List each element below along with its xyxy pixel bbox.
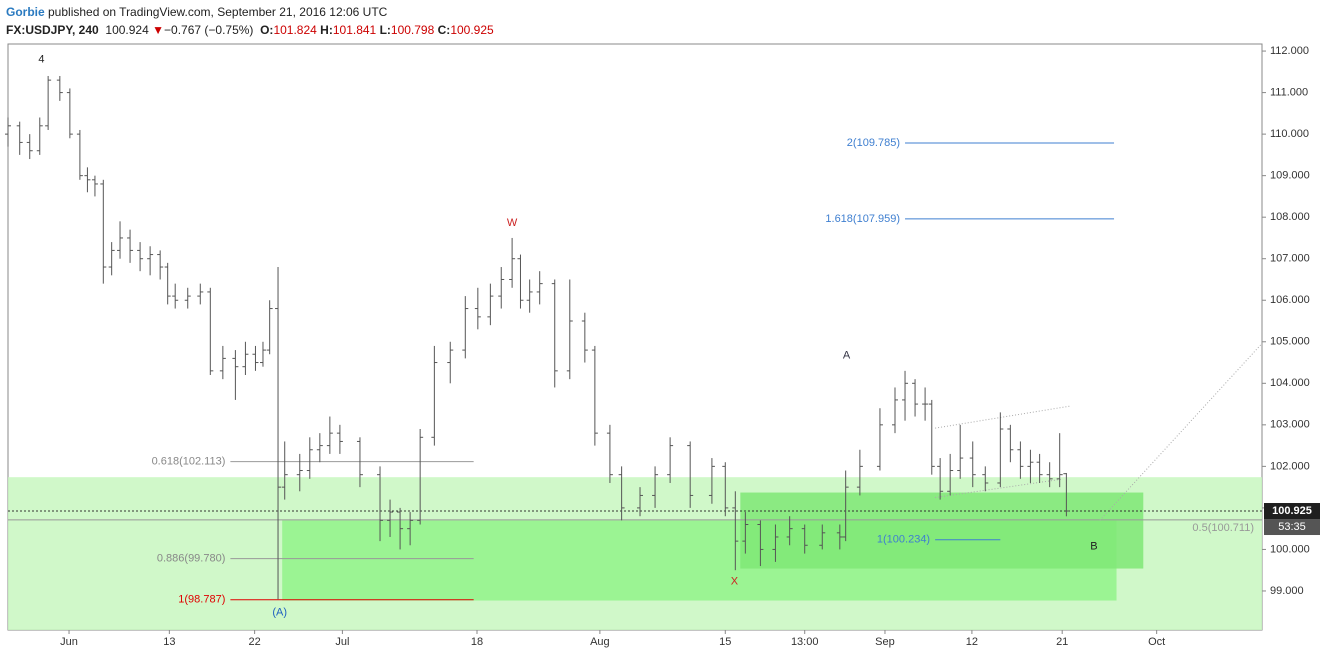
header: Gorbie published on TradingView.com, Sep… (6, 3, 494, 39)
arrow: ▼ (152, 23, 165, 37)
published: published on TradingView.com, September … (44, 5, 388, 19)
c: 100.925 (450, 23, 494, 37)
author[interactable]: Gorbie (6, 5, 45, 19)
x-tick-label: 21 (1056, 636, 1068, 648)
symbol: FX:USDJPY, 240 (6, 23, 99, 37)
wave-label: W (507, 217, 518, 229)
x-tick-label: 18 (471, 636, 483, 648)
x-tick-label: 13:00 (791, 636, 819, 648)
y-tick-label: 106.000 (1270, 294, 1310, 306)
x-tick-label: Oct (1148, 636, 1165, 648)
change: −0.767 (−0.75%) (164, 23, 254, 37)
c-label: C: (437, 23, 451, 37)
x-tick-label: 12 (966, 636, 978, 648)
fib-label: 2(109.785) (847, 137, 900, 149)
x-tick-label: Sep (875, 636, 895, 648)
fib-label: 0.886(99.780) (157, 552, 226, 564)
wave-label: A (843, 349, 851, 361)
x-tick-label: 22 (248, 636, 260, 648)
last: 100.924 (105, 23, 149, 37)
trend-line (935, 478, 1062, 499)
y-tick-label: 103.000 (1270, 419, 1310, 431)
symbol-line: FX:USDJPY, 240 100.924 ▼−0.767 (−0.75%) … (6, 21, 494, 39)
y-tick-label: 104.000 (1270, 377, 1310, 389)
y-tick-label: 105.000 (1270, 336, 1310, 348)
x-tick-label: Aug (590, 636, 610, 648)
fib-label: 1(100.234) (877, 534, 930, 546)
zone (740, 492, 1144, 569)
y-tick-label: 99.000 (1270, 585, 1304, 597)
x-tick-label: 13 (163, 636, 175, 648)
countdown-tag (1264, 519, 1320, 536)
l-label: L: (379, 23, 391, 37)
o-label: O: (260, 23, 274, 37)
countdown-label: 53:35 (1278, 521, 1306, 533)
y-tick-label: 108.000 (1270, 211, 1310, 223)
wave-label: X (731, 575, 739, 587)
y-tick-label: 112.000 (1270, 45, 1309, 57)
y-tick-label: 100.000 (1270, 543, 1310, 555)
fib-label: 1(98.787) (178, 594, 225, 606)
y-tick-label: 107.000 (1270, 253, 1310, 265)
fib-label: 0.5(100.711) (1192, 522, 1254, 534)
y-tick-label: 109.000 (1270, 170, 1310, 182)
x-tick-label: Jun (60, 636, 78, 648)
y-tick-label: 110.000 (1270, 128, 1309, 140)
l: 100.798 (390, 23, 435, 37)
y-tick-label: 111.000 (1270, 86, 1308, 98)
o: 101.824 (273, 23, 317, 37)
trend-line (1099, 343, 1263, 521)
h-label: H: (320, 23, 333, 37)
wave-label: B (1090, 540, 1097, 552)
h: 101.841 (332, 23, 377, 37)
y-tick-label: 102.000 (1270, 460, 1310, 472)
x-tick-label: 15 (719, 636, 731, 648)
wave-label: 4 (38, 53, 44, 65)
publish-line: Gorbie published on TradingView.com, Sep… (6, 3, 494, 21)
price-tag (1264, 503, 1320, 520)
fib-label: 1.618(107.959) (825, 213, 900, 225)
price-tag-label: 100.925 (1272, 505, 1312, 517)
fib-label: 0.618(102.113) (152, 456, 226, 468)
x-tick-label: Jul (335, 636, 349, 648)
wave-label: (A) (272, 606, 287, 618)
